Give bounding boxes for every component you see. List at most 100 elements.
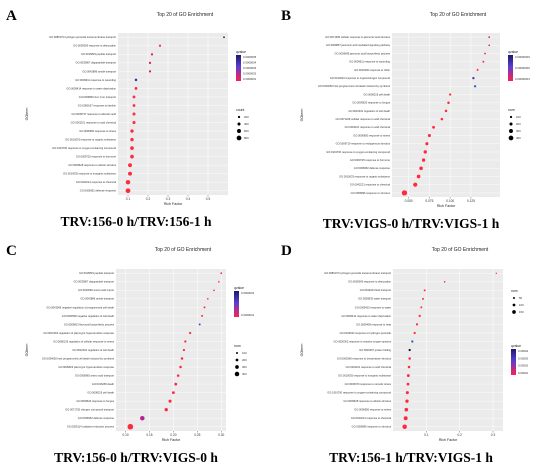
panel-letter: D — [281, 243, 292, 259]
data-point — [213, 289, 215, 292]
panel-d: D Top 20 of GO Enrichment GO:0080170 hydro… — [281, 243, 529, 465]
size-legend-label: 300 — [516, 129, 521, 133]
data-point — [132, 120, 136, 125]
size-legend-label: 150 — [519, 310, 524, 314]
panel-letter: B — [281, 8, 291, 24]
go-term-label: GO:0006865 amino acid transport — [75, 373, 114, 377]
color-legend-title: qvalue — [508, 50, 518, 54]
go-term-label: GO:0010035 response to inorganic substan… — [63, 172, 116, 176]
data-point — [447, 101, 450, 104]
go-term-label: GO:0034050 host programmed cell death in… — [42, 356, 114, 360]
size-legend-dot — [512, 303, 516, 307]
color-legend-tick: 0.0000004 — [243, 61, 257, 65]
size-legend-dot — [237, 115, 241, 119]
go-term-label: GO:0043069 negative regulation of progra… — [46, 305, 114, 309]
go-term-label: GO:0009611 response to wounding — [349, 60, 390, 64]
go-term-label: GO:0010243 response to organonitrogen co… — [330, 76, 391, 80]
size-legend-dot — [235, 358, 239, 362]
color-legend-bar — [511, 349, 516, 375]
data-point — [125, 179, 131, 185]
data-point — [406, 374, 410, 377]
go-term-label: GO:0080135 regulation of cellular respon… — [53, 339, 114, 343]
data-point — [198, 323, 201, 326]
color-legend-tick: 0.0000002 — [241, 291, 255, 295]
data-point — [134, 78, 138, 82]
data-point — [405, 399, 409, 403]
go-term-label: GO:1901700 response to oxygen-containing… — [327, 391, 391, 395]
data-point — [423, 150, 427, 154]
y-axis-title: GOterm — [300, 109, 304, 122]
go-term-label: GO:0006457 protein folding — [359, 348, 391, 352]
size-legend-title: num — [234, 344, 241, 348]
panel-c: C Top 20 of GO Enrichment GO:0015833 pepti… — [6, 243, 255, 465]
size-legend-label: 600 — [244, 129, 249, 133]
size-legend-label: 200 — [242, 358, 247, 362]
data-point — [427, 133, 431, 138]
x-axis-title: Rich Factor — [439, 438, 458, 442]
color-legend-tick: 0.00001 — [518, 371, 529, 375]
color-legend-bar — [236, 55, 241, 81]
go-term-label: GO:0009269 response to desiccation — [348, 280, 391, 284]
size-legend-dot — [234, 371, 240, 377]
color-legend-tick: 0.0000002 — [243, 72, 257, 76]
go-term-label: GO:0008219 cell death — [87, 391, 114, 395]
go-term-label: GO:0006952 defense response — [78, 416, 115, 420]
x-tick-label: 0.1 — [424, 433, 429, 437]
go-term-label: GO:0009415 response to water — [355, 305, 391, 309]
go-term-label: GO:0035867 oligopeptide transport — [73, 280, 114, 284]
go-term-label: GO:0071705 nitrogen compound transport — [65, 408, 114, 412]
data-point — [189, 331, 192, 335]
go-term-label: GO:0009266 response to temperature stimu… — [337, 356, 392, 360]
size-legend-label: 400 — [242, 372, 247, 376]
size-legend-label: 200 — [516, 122, 521, 126]
x-tick-label: 0.3 — [166, 197, 171, 201]
chart-title: Top 20 of GO Enrichment — [430, 12, 487, 18]
go-term-label: GO:0010363 regulation of plant-type hype… — [43, 331, 114, 335]
data-point — [132, 104, 136, 107]
color-legend-title: qvalue — [236, 50, 246, 54]
size-legend-label: 200 — [244, 115, 249, 119]
data-point — [444, 109, 448, 113]
x-tick-label: 0.4 — [186, 197, 191, 201]
color-legend-tick: 0.00004 — [518, 349, 529, 353]
data-point — [472, 76, 475, 80]
go-term-label: GO:0042221 response to chemical — [350, 183, 391, 187]
color-legend-tick: 0.0000005 — [243, 55, 257, 59]
x-tick-label: 0.30 — [218, 433, 224, 437]
data-point — [171, 391, 175, 395]
size-legend-dot — [236, 135, 242, 141]
go-term-label: GO:0009737 response to abscisic acid — [71, 112, 116, 116]
data-point — [180, 357, 184, 360]
data-point — [179, 365, 182, 369]
color-legend-tick: 0.00003 — [518, 356, 529, 360]
size-legend-dot — [513, 297, 515, 299]
go-term-label: GO:0009813 flavonoid biosynthetic proces… — [64, 322, 115, 326]
x-tick-label: 0.125 — [467, 199, 475, 203]
data-point — [128, 163, 132, 168]
data-point — [125, 188, 131, 194]
size-legend-title: count — [236, 108, 244, 112]
data-point — [443, 280, 446, 283]
go-term-label: GO:0015833 peptide transport — [81, 52, 116, 56]
size-legend-dot — [509, 115, 513, 119]
data-point — [184, 340, 187, 343]
size-legend-dot — [508, 135, 514, 141]
data-point — [495, 272, 498, 274]
x-tick-label: 0.20 — [170, 433, 176, 437]
size-legend-label: 100 — [516, 115, 521, 119]
y-axis-title: GOterm — [25, 344, 29, 357]
data-point — [488, 44, 491, 47]
data-point — [422, 297, 424, 300]
y-axis-title: GOterm — [25, 108, 29, 121]
data-point — [150, 53, 154, 56]
go-term-label: GO:0010200 response to chitin — [354, 68, 390, 72]
size-legend-label: 300 — [242, 365, 247, 369]
data-point — [416, 174, 421, 179]
data-point — [407, 365, 411, 369]
go-term-label: GO:0080167 response to karrikin — [78, 103, 117, 107]
go-term-label: GO:0042044 fluid transport — [360, 288, 392, 292]
data-point — [413, 182, 418, 187]
x-axis-title: Rich Factor — [164, 202, 183, 206]
data-point — [420, 306, 423, 309]
x-axis-title: Rich Factor — [437, 204, 456, 208]
